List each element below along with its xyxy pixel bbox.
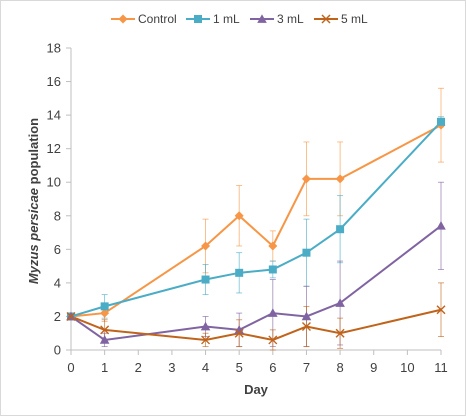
data-point-control (301, 174, 311, 184)
data-point-control (100, 308, 110, 318)
x-tick-label: 4 (202, 360, 209, 375)
y-tick-label: 0 (54, 343, 61, 358)
data-point-control (268, 241, 278, 251)
legend-marker-5-ml (321, 14, 331, 24)
x-tick-label: 11 (434, 360, 448, 375)
data-point-5-ml (66, 311, 76, 321)
data-point-3-ml (335, 298, 345, 307)
x-tick-label: 10 (400, 360, 414, 375)
x-tick-label: 1 (101, 360, 108, 375)
legend-item-1-ml: 1 mL (186, 12, 240, 26)
y-tick-label: 10 (47, 175, 61, 190)
legend-label-3-ml: 3 mL (277, 12, 304, 26)
data-point-5-ml (301, 322, 311, 332)
data-point-5-ml-stroke (100, 325, 110, 335)
data-point-1-ml (100, 302, 109, 311)
y-tick-label: 4 (54, 275, 61, 290)
data-point-5-ml-stroke (335, 328, 345, 338)
y-tick-label: 6 (54, 242, 61, 257)
x-tick-label: 8 (336, 360, 343, 375)
data-point-5-ml (436, 305, 446, 315)
data-point-3-ml (436, 221, 446, 230)
x-tick-label: 7 (303, 360, 310, 375)
data-point-5-ml-stroke (436, 305, 446, 315)
data-point-1-ml (235, 268, 244, 277)
x-axis-title: Day (244, 382, 269, 397)
x-tick-label: 0 (67, 360, 74, 375)
data-point-5-ml (201, 335, 211, 345)
data-point-control (201, 241, 211, 251)
data-point-control (234, 211, 244, 221)
series-line-control (70, 124, 442, 318)
y-tick-label: 14 (47, 108, 61, 123)
legend-label-control: Control (138, 12, 177, 26)
y-tick-label: 2 (54, 309, 61, 324)
data-point-3-ml (301, 311, 312, 321)
y-tick-label: 18 (47, 41, 61, 56)
data-point-3-ml (200, 321, 211, 331)
data-point-5-ml (100, 325, 110, 335)
x-tick-label: 5 (236, 360, 243, 375)
data-point-1-ml (437, 117, 445, 126)
series-markers (66, 117, 446, 345)
legend: Control 1 mL 3 mL 5 mL (111, 12, 368, 26)
data-point-1-ml (268, 265, 277, 274)
y-tick-label: 8 (54, 208, 61, 223)
y-axis-title-rest: population (26, 118, 41, 188)
x-tick-label: 2 (135, 360, 142, 375)
y-axis-title: Myzus persicae population (26, 118, 41, 284)
data-point-control (335, 174, 345, 184)
series-lines (70, 121, 442, 341)
data-point-1-ml (336, 225, 345, 234)
legend-item-3-ml: 3 mL (250, 12, 304, 26)
series-line-3-ml (70, 225, 442, 341)
legend-marker-control (118, 14, 128, 24)
data-point-1-ml (302, 248, 311, 257)
x-tick-label: 6 (269, 360, 276, 375)
legend-marker-5-ml-stroke (321, 14, 331, 24)
legend-label-5-ml: 5 mL (341, 12, 368, 26)
data-point-5-ml-stroke (66, 311, 76, 321)
series-line-5-ml (70, 308, 442, 341)
legend-marker-1-ml (194, 15, 202, 23)
y-tick-label: 12 (47, 141, 61, 156)
legend-marker-3-ml (257, 14, 267, 23)
series-line-1-ml (70, 121, 442, 318)
legend-item-control: Control (111, 12, 177, 26)
x-tick-label: 3 (168, 360, 175, 375)
data-point-5-ml-stroke (301, 322, 311, 332)
data-point-5-ml-stroke (268, 335, 278, 345)
y-tick-label: 16 (47, 74, 61, 89)
legend-item-5-ml: 5 mL (314, 12, 368, 26)
data-point-5-ml (335, 328, 345, 338)
data-point-5-ml (268, 335, 278, 345)
error-bars (68, 87, 444, 351)
data-point-5-ml (234, 328, 244, 338)
data-point-5-ml-stroke (201, 335, 211, 345)
legend-label-1-ml: 1 mL (213, 12, 240, 26)
data-point-5-ml-stroke (234, 328, 244, 338)
data-point-3-ml (268, 308, 278, 317)
y-axis-title-species: Myzus persicae (26, 188, 41, 284)
data-point-3-ml (99, 335, 110, 344)
x-tick-label: 9 (370, 360, 377, 375)
data-point-1-ml (201, 275, 210, 284)
